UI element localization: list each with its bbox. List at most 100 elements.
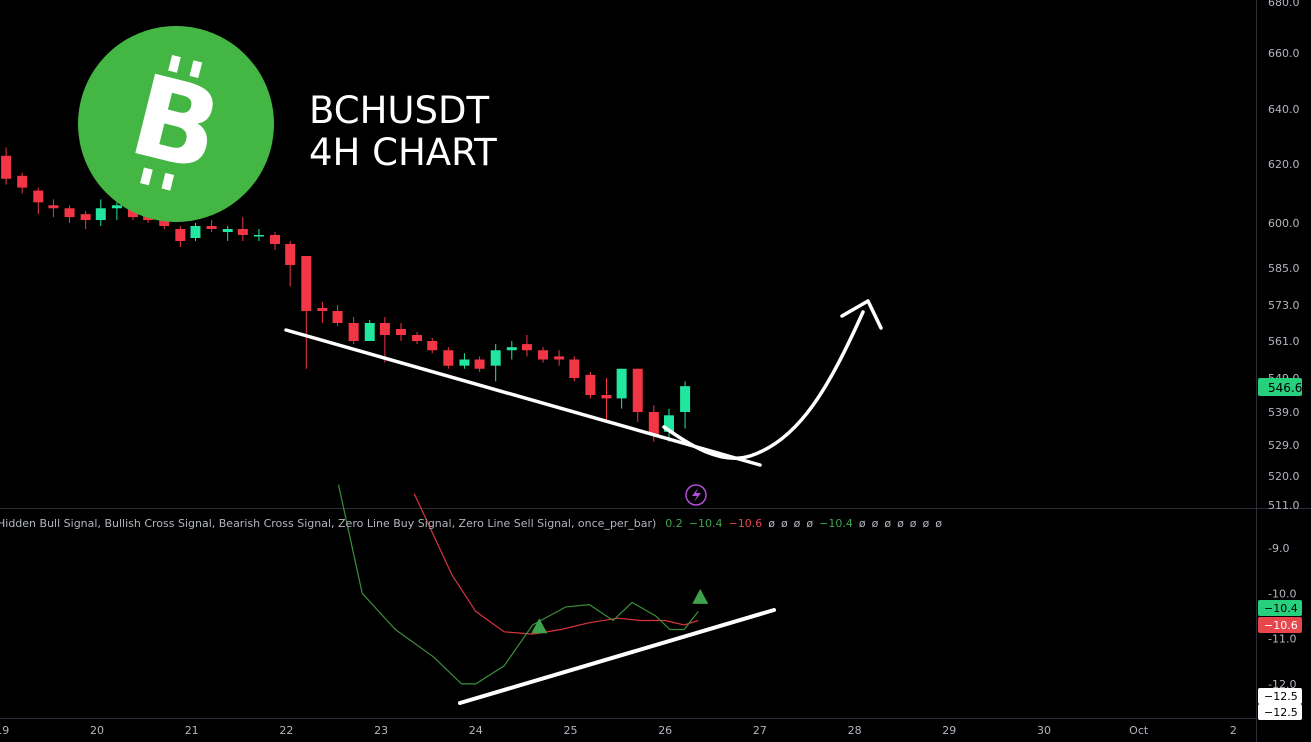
oscillator-legend-value: ø bbox=[923, 517, 930, 530]
candle-body bbox=[490, 350, 501, 366]
candle-body bbox=[190, 226, 201, 238]
candle-body bbox=[443, 350, 454, 366]
candle-down bbox=[601, 378, 612, 422]
candle-up bbox=[364, 320, 375, 341]
chart-title-line2: 4H CHART bbox=[309, 131, 497, 174]
oscillator-legend-value: ø bbox=[884, 517, 891, 530]
oscillator-legend-value: −10.6 bbox=[728, 517, 762, 530]
candle-body bbox=[554, 356, 565, 360]
price-tick-label: 520.0 bbox=[1268, 470, 1300, 483]
candle-body bbox=[459, 359, 470, 366]
time-tick-label: 24 bbox=[469, 724, 483, 737]
candle-up bbox=[111, 202, 122, 221]
candle-body bbox=[317, 308, 328, 311]
candle-up bbox=[490, 344, 501, 382]
price-tick-label: 620.0 bbox=[1268, 158, 1300, 171]
candle-body bbox=[270, 235, 281, 244]
candle-down bbox=[206, 220, 217, 232]
oscillator-legend-value: −10.4 bbox=[689, 517, 723, 530]
oscillator-legend-value: ø bbox=[935, 517, 942, 530]
candle-body bbox=[364, 323, 375, 341]
oscillator-legend: Hidden Bull Signal, Bullish Cross Signal… bbox=[0, 517, 942, 530]
price-tick-label: 539.0 bbox=[1268, 406, 1300, 419]
time-tick-label: Oct bbox=[1129, 724, 1149, 737]
oscillator-legend-value: ø bbox=[806, 517, 813, 530]
price-tick-label: 680.0 bbox=[1268, 0, 1300, 9]
candle-down bbox=[317, 301, 328, 323]
oscillator-legend-value: ø bbox=[781, 517, 788, 530]
candle-down bbox=[443, 347, 454, 369]
time-tick-label: 19 bbox=[0, 724, 9, 737]
candle-down bbox=[554, 350, 565, 366]
candle-body bbox=[427, 341, 438, 351]
candle-body bbox=[285, 244, 296, 265]
candle-up bbox=[506, 341, 517, 360]
time-tick-label: 30 bbox=[1037, 724, 1051, 737]
oscillator-value-badge: −12.5 bbox=[1258, 704, 1302, 720]
time-tick-label: 20 bbox=[90, 724, 104, 737]
candle-down bbox=[585, 371, 596, 399]
oscillator-legend-value: −10.4 bbox=[819, 517, 853, 530]
candle-down bbox=[632, 368, 643, 422]
time-axis[interactable]: 19 20 21 22 23 24 25 26 27 28 29 30 Oct 2 bbox=[0, 724, 1237, 737]
candle-up bbox=[95, 199, 106, 226]
candle-down bbox=[237, 217, 248, 241]
candle-down bbox=[332, 305, 343, 326]
candle-up bbox=[663, 408, 674, 442]
candle-up bbox=[222, 226, 233, 241]
projection-arrow-curve bbox=[662, 310, 865, 460]
oscillator-trend-line bbox=[458, 608, 776, 705]
price-tick-label: 600.0 bbox=[1268, 217, 1300, 230]
candle-body bbox=[585, 374, 596, 395]
candle-down bbox=[48, 199, 59, 218]
oscillator-legend-value: ø bbox=[872, 517, 879, 530]
candle-down bbox=[379, 317, 390, 363]
candle-body bbox=[569, 359, 580, 378]
flash-alert-icon[interactable] bbox=[685, 484, 707, 506]
candle-up bbox=[253, 229, 264, 241]
badge-box bbox=[1258, 617, 1302, 633]
candle-body bbox=[538, 350, 549, 360]
oscillator-value-badge: −10.4 bbox=[1258, 600, 1302, 616]
candle-body bbox=[680, 386, 691, 412]
oscillator-axis[interactable]: -9.0 -10.0 -11.0 -12.0 bbox=[1268, 542, 1296, 691]
candle-down bbox=[569, 356, 580, 382]
candles-layer bbox=[1, 147, 691, 442]
candle-down bbox=[17, 172, 28, 194]
candle-down bbox=[64, 205, 75, 223]
candle-body bbox=[648, 412, 659, 436]
oscillator-legend-value: ø bbox=[897, 517, 904, 530]
price-tick-label: 640.0 bbox=[1268, 103, 1300, 116]
candle-body bbox=[663, 415, 674, 432]
candle-body bbox=[237, 229, 248, 235]
time-tick-label: 25 bbox=[564, 724, 578, 737]
candle-down bbox=[521, 335, 532, 357]
oscillator-badges: −10.4 −10.6 −12.5 −12.5 bbox=[1258, 600, 1302, 720]
time-tick-label: 22 bbox=[279, 724, 293, 737]
candle-body bbox=[332, 311, 343, 323]
projection-arrow-head-icon bbox=[840, 299, 883, 330]
oscillator-legend-value: ø bbox=[768, 517, 775, 530]
price-tick-label: 585.0 bbox=[1268, 262, 1300, 275]
price-axis[interactable]: 680.0 660.0 640.0 620.0 600.0 585.0 573.0 561.0… bbox=[1268, 0, 1300, 512]
candle-body bbox=[1, 155, 12, 179]
candle-body bbox=[632, 368, 643, 412]
price-tick-label: 660.0 bbox=[1268, 47, 1300, 60]
chart-title-line1: BCHUSDT bbox=[309, 89, 489, 132]
candle-body bbox=[379, 323, 390, 335]
candle-down bbox=[412, 332, 423, 345]
oscillator-legend-value: ø bbox=[910, 517, 917, 530]
candle-body bbox=[601, 395, 612, 399]
candle-down bbox=[348, 317, 359, 345]
candle-down bbox=[1, 147, 12, 185]
candle-body bbox=[175, 229, 186, 241]
oscillator-legend-params: Hidden Bull Signal, Bullish Cross Signal… bbox=[0, 517, 656, 530]
candle-down bbox=[538, 347, 549, 363]
candle-down bbox=[395, 323, 406, 341]
bitcoin-cash-logo-icon: B bbox=[78, 26, 274, 222]
oscillator-value-badge: −10.6 bbox=[1258, 617, 1302, 633]
oscillator-legend-value: ø bbox=[794, 517, 801, 530]
candle-body bbox=[506, 347, 517, 351]
price-tick-label: 529.0 bbox=[1268, 439, 1300, 452]
